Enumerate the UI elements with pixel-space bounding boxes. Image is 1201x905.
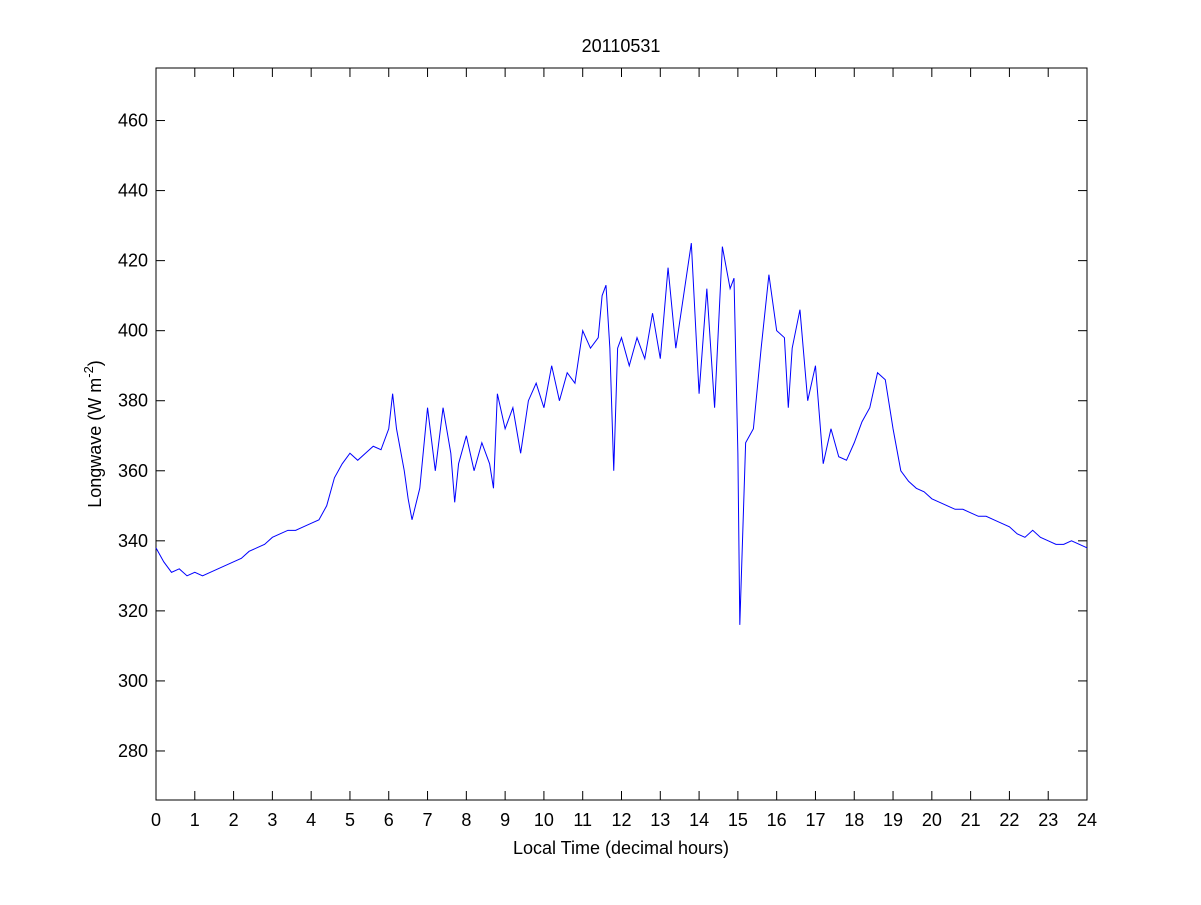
x-tick-label: 20 (922, 810, 942, 830)
data-line (155, 243, 1088, 625)
y-tick-label: 400 (118, 321, 148, 341)
y-axis-label-text: Longwave (W m (85, 378, 105, 508)
chart-title: 20110531 (582, 36, 661, 56)
x-tick-label: 9 (500, 810, 510, 830)
y-axis-label-superscript: -2 (81, 366, 96, 378)
x-tick-label: 8 (461, 810, 471, 830)
x-tick-label: 5 (345, 810, 355, 830)
x-tick-label: 15 (728, 810, 748, 830)
x-tick-label: 12 (611, 810, 631, 830)
x-tick-label: 24 (1077, 810, 1097, 830)
y-tick-label: 360 (118, 461, 148, 481)
x-tick-label: 19 (883, 810, 903, 830)
x-tick-label: 6 (384, 810, 394, 830)
x-tick-label: 10 (534, 810, 554, 830)
x-tick-label: 14 (689, 810, 709, 830)
x-tick-label: 18 (844, 810, 864, 830)
y-tick-label: 380 (118, 391, 148, 411)
x-tick-label: 4 (306, 810, 316, 830)
y-axis-label: Longwave (W m-2) (81, 360, 105, 508)
y-tick-label: 340 (118, 531, 148, 551)
x-tick-label: 22 (999, 810, 1019, 830)
x-tick-label: 0 (151, 810, 161, 830)
x-axis-label: Local Time (decimal hours) (513, 838, 729, 858)
x-tick-label: 1 (190, 810, 200, 830)
y-axis-label-suffix: ) (85, 360, 105, 366)
y-tick-label: 460 (118, 111, 148, 131)
y-tick-label: 420 (118, 251, 148, 271)
x-tick-label: 16 (767, 810, 787, 830)
x-tick-label: 7 (423, 810, 433, 830)
y-tick-label: 300 (118, 671, 148, 691)
x-tick-label: 2 (229, 810, 239, 830)
x-tick-label: 13 (650, 810, 670, 830)
x-tick-label: 3 (267, 810, 277, 830)
y-tick-label: 440 (118, 181, 148, 201)
x-tick-label: 21 (961, 810, 981, 830)
x-tick-label: 11 (573, 810, 592, 830)
y-tick-label: 280 (118, 741, 148, 761)
y-tick-label: 320 (118, 601, 148, 621)
x-tick-label: 17 (805, 810, 825, 830)
x-tick-label: 23 (1038, 810, 1058, 830)
